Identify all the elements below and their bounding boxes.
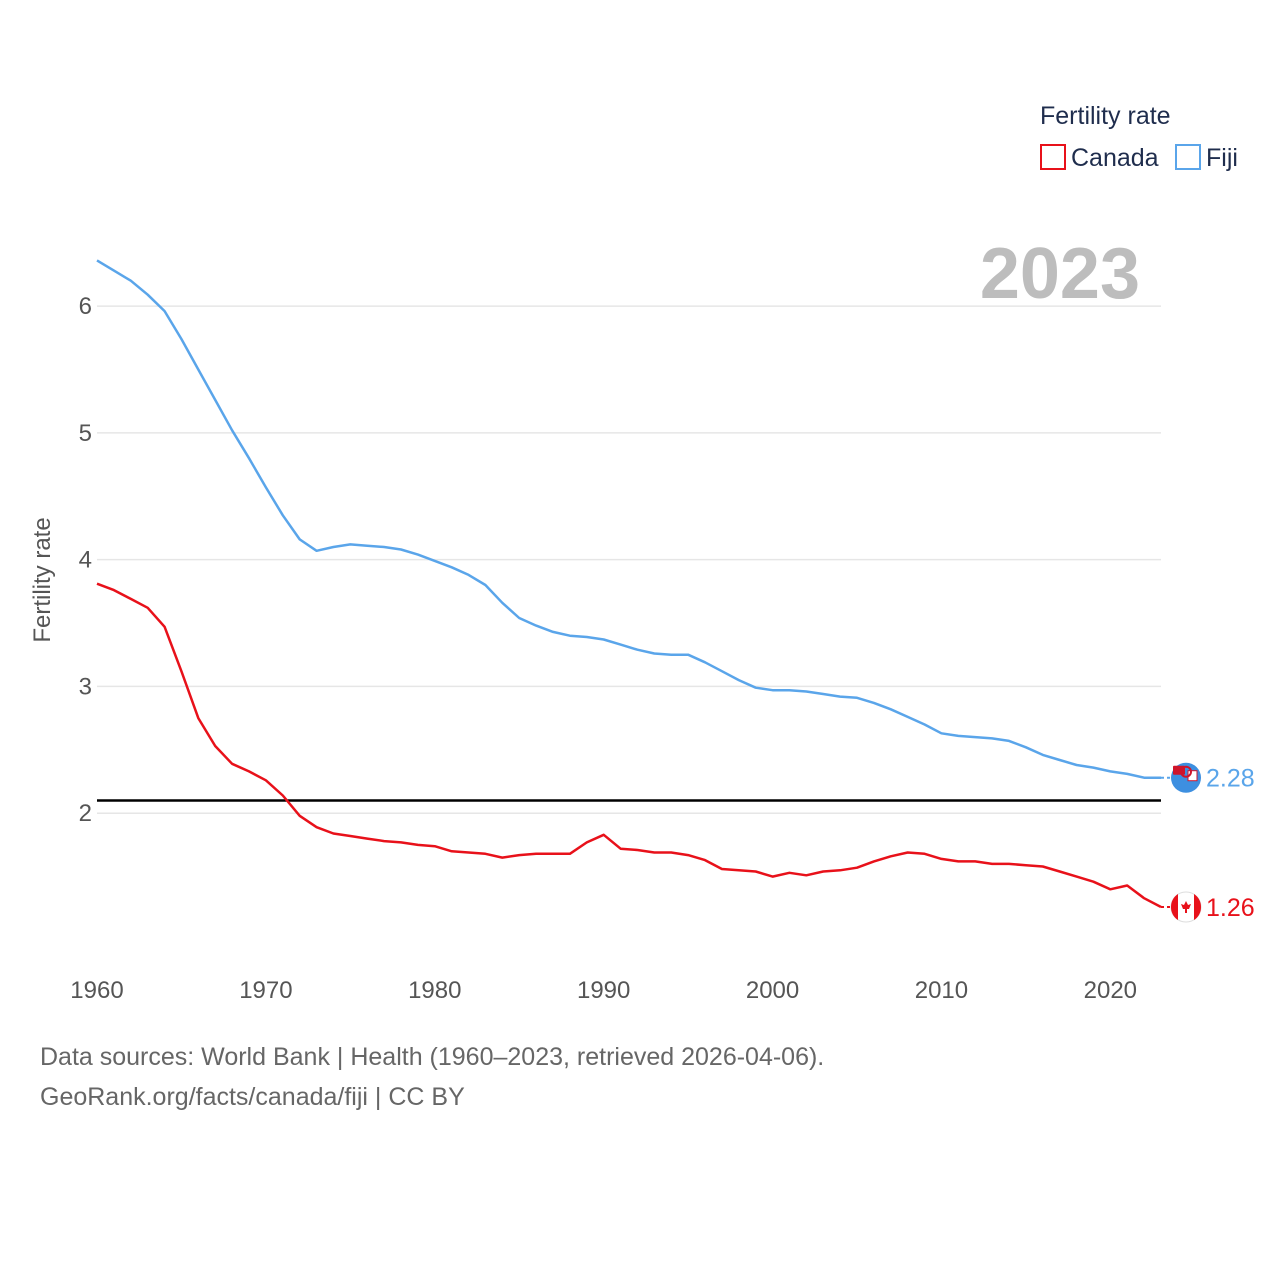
- legend-label-fiji[interactable]: Fiji: [1206, 144, 1238, 172]
- series-lines: [96, 259, 1162, 909]
- x-axis-ticks: 1960 1970 1980 1990 2000 2010 2020: [70, 977, 1137, 1004]
- y-tick-label: 4: [79, 547, 92, 574]
- year-label: 2023: [980, 234, 1140, 314]
- legend: Fertility rate Canada Fiji: [1040, 102, 1238, 172]
- legend-title: Fertility rate: [1040, 102, 1171, 130]
- series-line-fiji[interactable]: [96, 259, 1161, 779]
- data-source-text: Data sources: World Bank | Health (1960–…: [40, 1043, 825, 1071]
- y-axis-ticks: 2 3 4 5 6: [79, 293, 92, 827]
- fiji-flag-icon: [1171, 762, 1201, 793]
- x-tick-label: 2000: [746, 977, 799, 1004]
- x-tick-label: 2020: [1084, 977, 1137, 1004]
- end-value-label-canada: 1.26: [1206, 894, 1255, 922]
- end-markers: 1.26 2.28: [1161, 762, 1255, 923]
- x-tick-label: 1970: [239, 977, 292, 1004]
- x-tick-label: 1990: [577, 977, 630, 1004]
- legend-swatch-canada[interactable]: [1040, 144, 1066, 170]
- series-line-canada[interactable]: [96, 582, 1162, 909]
- legend-swatch-fiji[interactable]: [1175, 144, 1201, 170]
- end-value-label-fiji: 2.28: [1206, 765, 1255, 793]
- y-axis-title: Fertility rate: [29, 517, 56, 642]
- attribution-text: GeoRank.org/facts/canada/fiji | CC BY: [40, 1083, 465, 1111]
- y-tick-label: 6: [79, 293, 92, 320]
- legend-label-canada[interactable]: Canada: [1071, 144, 1159, 172]
- x-tick-label: 1980: [408, 977, 461, 1004]
- y-tick-label: 2: [79, 800, 92, 827]
- y-tick-label: 5: [79, 420, 92, 447]
- gridlines: [97, 305, 1161, 814]
- x-tick-label: 2010: [915, 977, 968, 1004]
- y-tick-label: 3: [79, 673, 92, 700]
- canada-flag-icon: [1170, 891, 1202, 923]
- x-tick-label: 1960: [70, 977, 123, 1004]
